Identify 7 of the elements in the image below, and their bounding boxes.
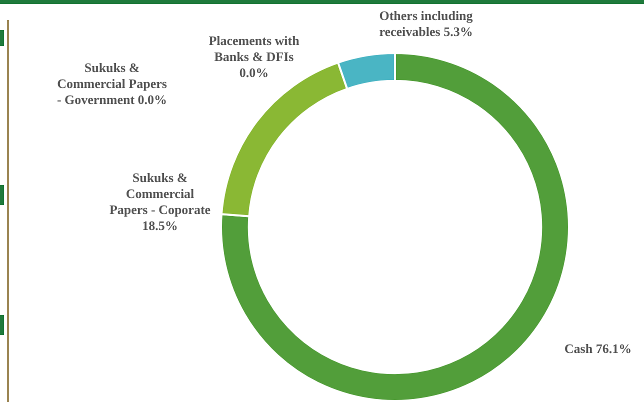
category-label: Sukuks & Commercial Papers - Government 0.0% [56, 60, 168, 107]
text: 0.0% [239, 64, 269, 80]
slice-label: Cash 76.1% [564, 340, 632, 356]
slice-label: Sukuks & Commercial Papers - Coporate [109, 170, 211, 217]
slice-label: Others including receivables 5.3% [379, 8, 474, 39]
category-label: Placements with Banks & DFIs [208, 32, 300, 64]
data-label: 18.5% [142, 218, 178, 233]
